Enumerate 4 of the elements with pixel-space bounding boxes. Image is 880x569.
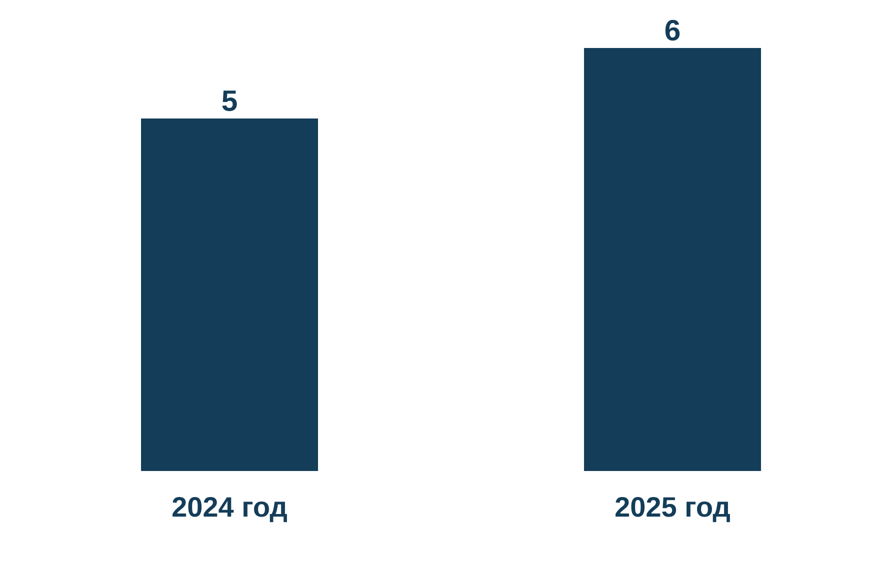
data-label: 6 (665, 20, 680, 41)
data-label: 5 (222, 90, 237, 112)
x-tick-label: 2024 год (172, 497, 287, 522)
x-tick-label: 2025 год (616, 497, 730, 522)
